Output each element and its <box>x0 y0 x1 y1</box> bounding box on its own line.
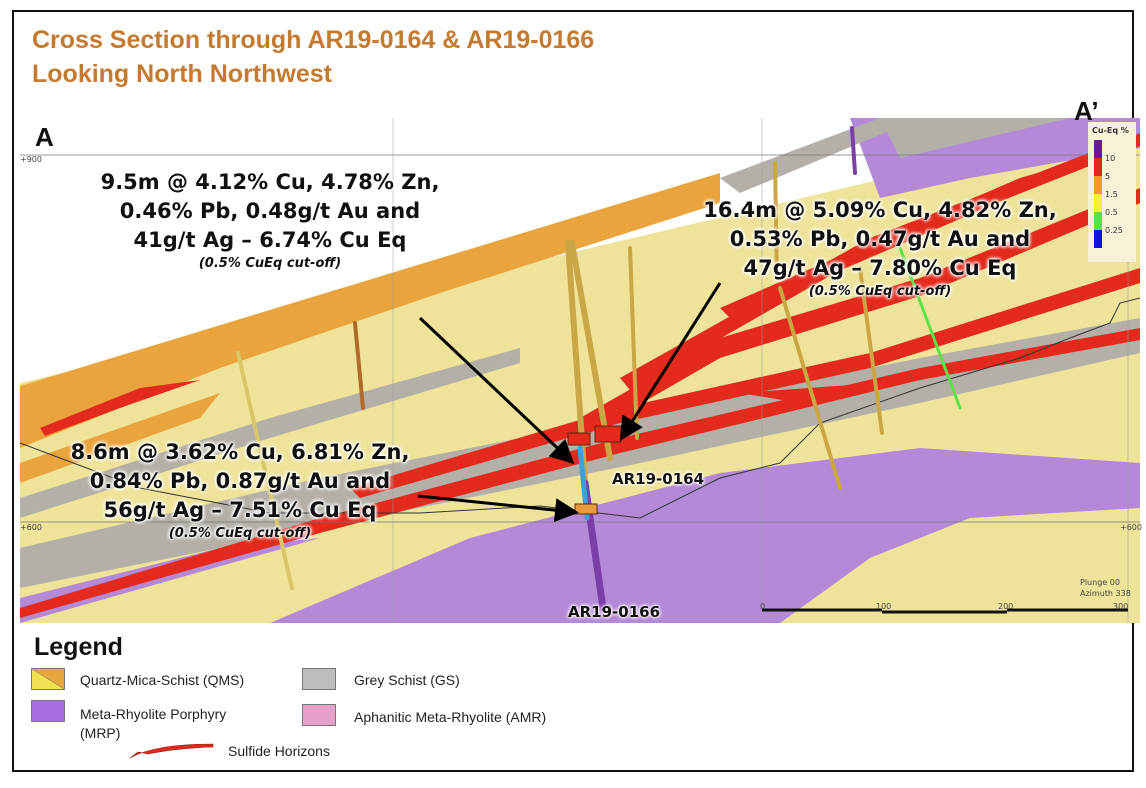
drill-hole-label-0166: AR19-0166 <box>568 603 661 621</box>
legend-label-sulfide: Sulfide Horizons <box>228 743 330 759</box>
qms-orange-lens <box>20 393 220 483</box>
cu-eq-swatch <box>1094 194 1102 212</box>
mrp-bottom <box>270 448 1140 623</box>
legend-label-gs: Grey Schist (GS) <box>354 672 460 688</box>
scale-tick-200: 200 <box>998 602 1014 611</box>
legend-swatch-sulfide <box>129 743 214 759</box>
drill-hole-label-0164: AR19-0164 <box>612 470 705 488</box>
annotation-line: 0.84% Pb, 0.87g/t Au and <box>89 469 391 493</box>
annotation-ar19-0164-lower: 16.4m @ 5.09% Cu, 4.82% Zn, 0.53% Pb, 0.… <box>680 196 1080 301</box>
cu-eq-swatch <box>1094 158 1102 176</box>
cu-eq-swatch <box>1094 212 1102 230</box>
intercept-0164-b <box>594 425 622 443</box>
grey-schist-top <box>880 118 1070 158</box>
qms-orange-band <box>20 173 720 448</box>
elevation-600-left: +600 <box>20 523 42 532</box>
cu-eq-label: 10 <box>1105 154 1116 163</box>
cu-eq-label: 1.5 <box>1105 190 1118 199</box>
arrow-to-0166-intercept <box>417 494 579 523</box>
legend-label-mrp: Meta-Rhyolite Porphyry (MRP) <box>80 706 227 741</box>
legend-label-qms: Quartz-Mica-Schist (QMS) <box>80 672 245 688</box>
intercept-0164-a <box>567 432 591 446</box>
drill-holes <box>236 126 962 612</box>
drill-hole-trace <box>778 286 842 490</box>
section-end-a: A <box>35 122 54 152</box>
legend-swatch-mrp <box>31 700 65 722</box>
annotation-arrows <box>417 282 722 523</box>
drill-hole-trace <box>773 161 779 280</box>
scale-bar <box>762 608 1128 614</box>
legend-label-amr: Aphanitic Meta-Rhyolite (AMR) <box>354 709 547 725</box>
drill-hole-trace <box>353 321 365 410</box>
arrow-to-0164-second <box>619 282 722 442</box>
annotation-line: 9.5m @ 4.12% Cu, 4.78% Zn, <box>100 170 440 194</box>
drill-hole-trace <box>858 266 884 435</box>
cu-eq-swatch <box>1094 230 1102 248</box>
title-line-1: Cross Section through AR19-0164 & AR19-0… <box>32 26 595 54</box>
annotation-cutoff: (0.5% CuEq cut-off) <box>808 284 952 299</box>
legend-swatch-gs <box>302 668 336 690</box>
azimuth-label: Azimuth 338 <box>1080 589 1131 598</box>
arrow-to-0164-intercept <box>418 316 575 465</box>
drill-hole-trace <box>898 246 962 410</box>
annotation-line: 47g/t Ag – 7.80% Cu Eq <box>743 256 1017 280</box>
title-line-2: Looking North Northwest <box>32 60 332 88</box>
scale-tick-100: 100 <box>876 602 892 611</box>
annotation-line: 16.4m @ 5.09% Cu, 4.82% Zn, <box>703 198 1057 222</box>
cross-section-map <box>20 118 1140 623</box>
scale-tick-300: 300 <box>1113 602 1129 611</box>
section-end-a-prime: A’ <box>1074 96 1099 126</box>
intercept-0166 <box>574 503 598 515</box>
scale-tick-0: 0 <box>760 602 766 611</box>
plunge-label: Plunge 00 <box>1080 578 1120 587</box>
annotation-line: 8.6m @ 3.62% Cu, 6.81% Zn, <box>70 440 410 464</box>
elevation-600-right: +600 <box>1120 523 1142 532</box>
drill-hole-trace <box>236 351 294 590</box>
grid-lines <box>20 118 1140 623</box>
grey-schist-thin <box>20 348 520 518</box>
annotation-line: 56g/t Ag – 7.51% Cu Eq <box>103 498 377 522</box>
section-trace <box>20 297 1140 519</box>
drill-hole-trace <box>569 240 613 461</box>
annotation-line: 41g/t Ag – 6.74% Cu Eq <box>133 228 407 252</box>
cu-eq-scale-title: Cu-Eq % <box>1092 126 1129 135</box>
elevation-900: +900 <box>20 155 42 164</box>
annotation-cutoff: (0.5% CuEq cut-off) <box>198 256 342 271</box>
cu-eq-swatch <box>1094 140 1102 158</box>
annotation-ar19-0164-upper: 9.5m @ 4.12% Cu, 4.78% Zn, 0.46% Pb, 0.4… <box>90 168 450 273</box>
annotation-ar19-0166: 8.6m @ 3.62% Cu, 6.81% Zn, 0.84% Pb, 0.8… <box>50 438 430 543</box>
drill-hole-trace <box>628 246 639 440</box>
cu-eq-label: 5 <box>1105 172 1111 181</box>
cu-eq-color-scale: Cu-Eq % 10 5 1.5 0.5 0.25 <box>1088 122 1136 262</box>
legend-swatch-amr <box>302 704 336 726</box>
legend-title: Legend <box>34 633 123 661</box>
cu-eq-swatch <box>1094 176 1102 194</box>
legend-swatch-qms <box>31 668 65 690</box>
annotation-line: 0.53% Pb, 0.47g/t Au and <box>729 227 1031 251</box>
grey-schist-upper <box>720 118 920 193</box>
mrp-bottom-left <box>20 538 320 623</box>
cu-eq-label: 0.5 <box>1105 208 1118 217</box>
annotation-line: 0.46% Pb, 0.48g/t Au and <box>119 199 421 223</box>
cu-eq-label: 0.25 <box>1105 226 1123 235</box>
annotation-cutoff: (0.5% CuEq cut-off) <box>168 526 312 541</box>
drill-hole-trace <box>850 126 857 175</box>
